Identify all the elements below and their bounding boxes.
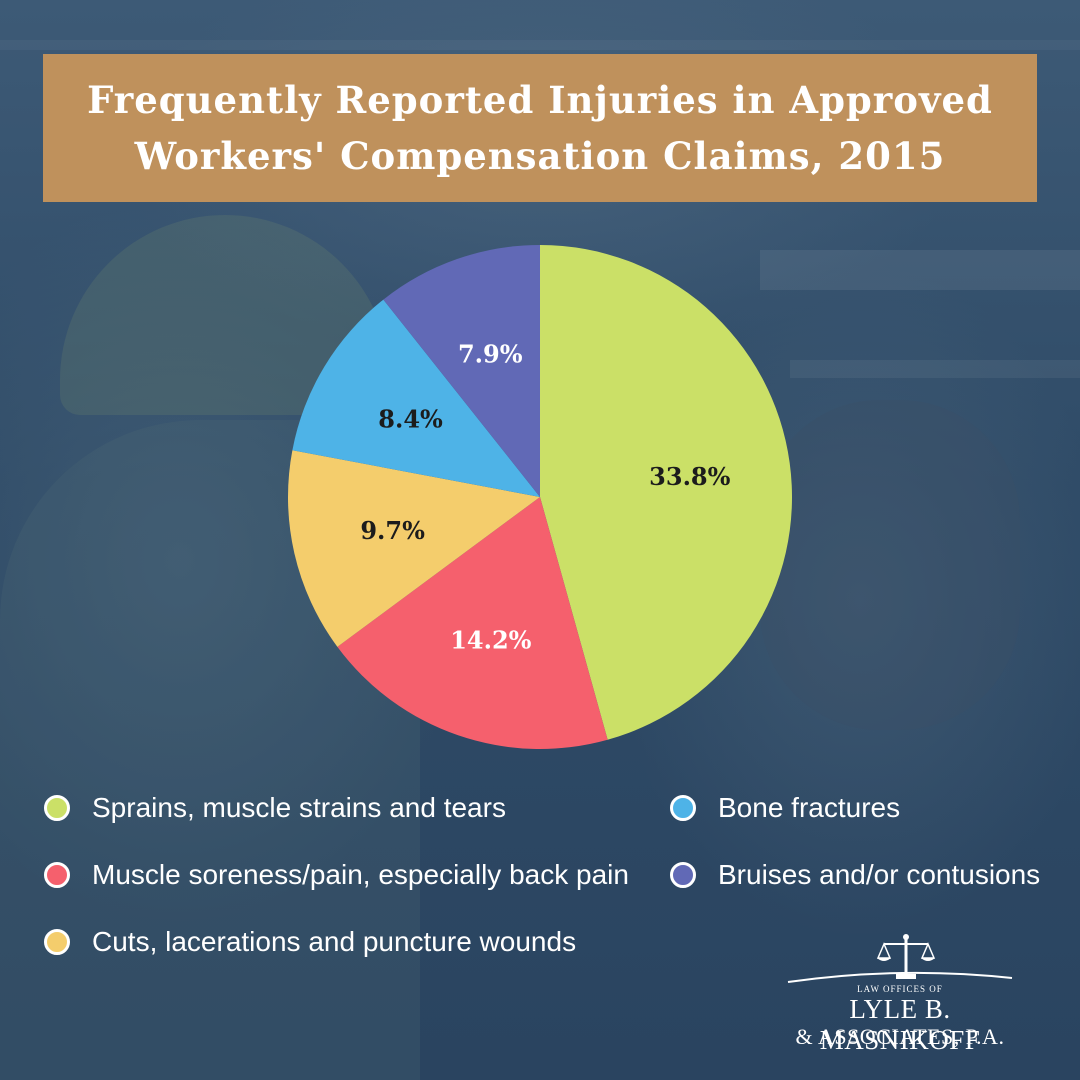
- legend-dot: [44, 862, 70, 888]
- pie-label-2: 9.7%: [360, 516, 425, 545]
- law-firm-logo: LAW OFFICES OF LYLE B. MASNIKOFF & ASSOC…: [780, 932, 1020, 1055]
- pie-slice-3: [292, 299, 540, 497]
- legend-label: Cuts, lacerations and puncture wounds: [92, 926, 577, 957]
- logo-firm-name: LYLE B. MASNIKOFF: [819, 994, 981, 1055]
- pie-slice-4: [383, 245, 540, 497]
- pie-slice-2: [288, 450, 540, 647]
- title-banner: Frequently Reported Injuries in Approved…: [43, 54, 1037, 202]
- scales-of-justice-icon: [876, 934, 936, 979]
- legend-dot: [44, 795, 70, 821]
- pie-label-0: 33.8%: [649, 462, 730, 491]
- legend-label: Muscle soreness/pain, especially back pa…: [92, 859, 629, 890]
- legend-item-bruises: Bruises and/or contusions: [670, 855, 1040, 895]
- legend-item-sprains: Sprains, muscle strains and tears: [44, 788, 506, 828]
- background-beam: [790, 360, 1080, 378]
- logo-swoosh: [787, 971, 1013, 983]
- logo-associates: & ASSOCIATES, P.A.: [795, 1024, 1005, 1049]
- legend-label: Sprains, muscle strains and tears: [92, 792, 506, 823]
- legend-label: Bruises and/or contusions: [718, 859, 1041, 890]
- logo-small-text: LAW OFFICES OF: [857, 984, 943, 994]
- background-arm-shape: [760, 400, 1020, 730]
- chart-title: Frequently Reported Injuries in Approved…: [87, 78, 993, 178]
- background-beam: [760, 250, 1080, 290]
- pie-label-3: 8.4%: [378, 404, 443, 433]
- legend-label: Bone fractures: [718, 792, 901, 823]
- pie-labels: 33.8% 14.2% 9.7% 8.4% 7.9%: [360, 340, 730, 655]
- legend-dot: [670, 862, 696, 888]
- pie-slices: [288, 245, 793, 749]
- background-beam: [0, 40, 1080, 50]
- legend-item-muscle-soreness: Muscle soreness/pain, especially back pa…: [44, 855, 629, 895]
- pie-label-1: 14.2%: [450, 625, 531, 654]
- legend-dot: [670, 795, 696, 821]
- legend-item-bone-fractures: Bone fractures: [670, 788, 900, 828]
- pie-slice-1: [337, 497, 608, 749]
- legend-dot: [44, 929, 70, 955]
- legend-item-cuts: Cuts, lacerations and puncture wounds: [44, 922, 576, 962]
- pie-label-4: 7.9%: [458, 340, 523, 369]
- pie-slice-0: [540, 245, 793, 740]
